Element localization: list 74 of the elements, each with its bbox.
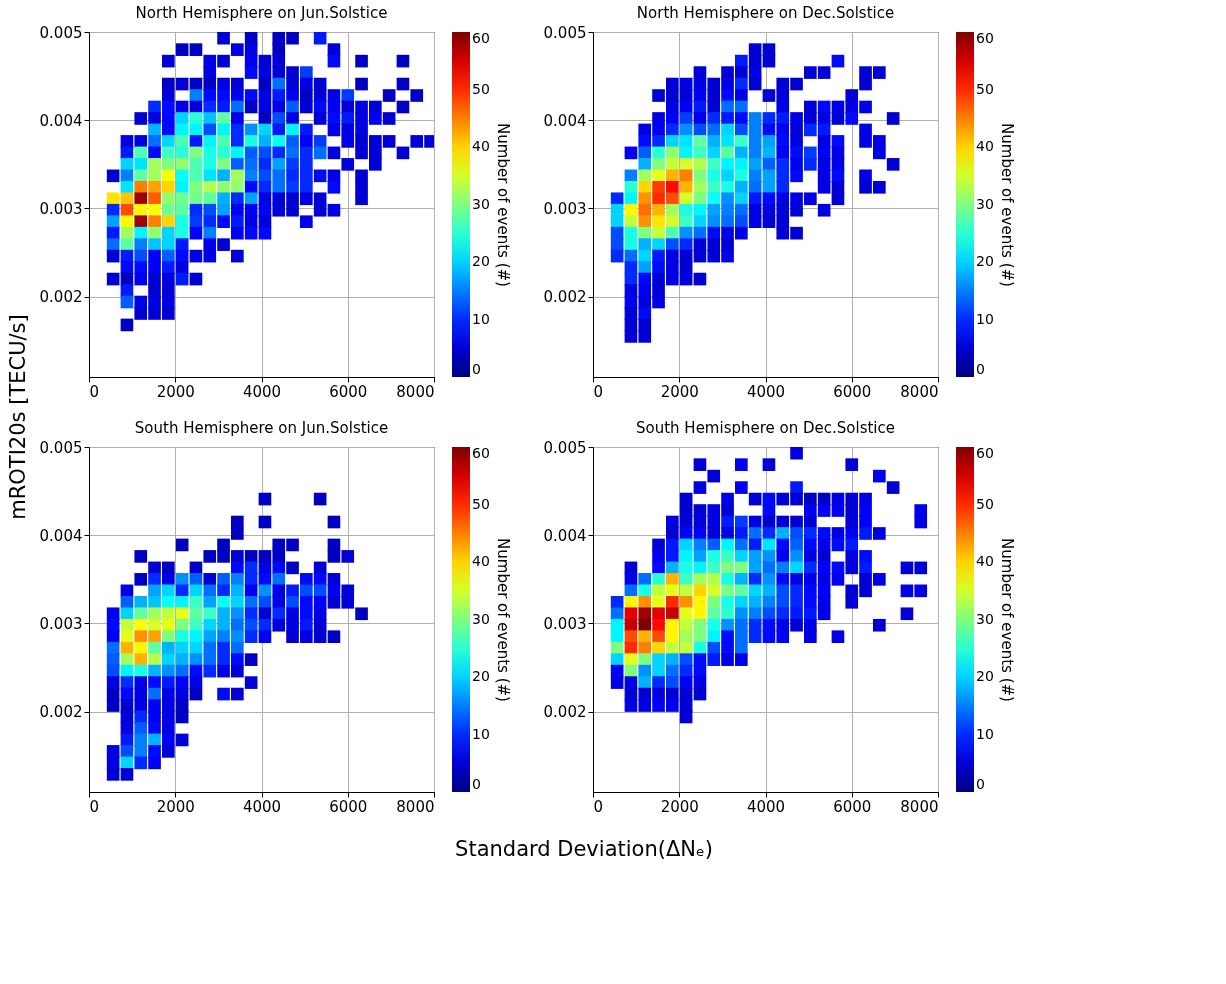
y-tick-label: 0.004 (543, 526, 587, 545)
y-tick-label: 0.004 (39, 526, 83, 545)
chart-title: South Hemisphere on Jun.Solstice (134, 419, 389, 437)
x-tick-label: 8000 (396, 797, 435, 816)
color-bar-label: 60 (472, 30, 490, 46)
y-tick-label: 0.003 (39, 199, 83, 218)
x-tick-label: 8000 (396, 382, 435, 401)
x-tick-label: 0 (89, 382, 100, 401)
color-bar-label: 10 (472, 725, 490, 742)
x-tick-label: 2000 (156, 382, 195, 401)
color-bar-label: 30 (976, 195, 994, 212)
color-bar-label: 0 (976, 776, 985, 792)
color-bar-label: 40 (472, 138, 490, 154)
color-bar-title: Number of events (#) (998, 123, 1016, 287)
color-bar-title: Number of events (#) (998, 538, 1016, 702)
x-tick-label: 2000 (660, 382, 699, 401)
x-tick-label: 6000 (329, 797, 368, 816)
color-bar-label: 50 (472, 495, 490, 512)
x-tick-label: 0 (89, 797, 100, 816)
color-bar-label: 0 (472, 776, 481, 792)
y-tick-label: 0.005 (543, 438, 587, 457)
color-bar-label: 40 (976, 553, 994, 569)
x-tick-label: 0 (593, 797, 604, 816)
x-tick-label: 4000 (746, 797, 786, 816)
y-tick-label: 0.003 (543, 614, 587, 633)
color-bar-label: 60 (472, 445, 490, 461)
color-bar-label: 10 (976, 725, 994, 742)
color-bar-label: 50 (472, 80, 490, 97)
x-tick-label: 2000 (660, 797, 699, 816)
color-bar-label: 50 (976, 495, 994, 512)
color-bar-label: 30 (472, 610, 490, 627)
color-bar-title: Number of events (#) (494, 123, 512, 287)
color-bar-label: 40 (976, 138, 994, 154)
x-axis-title: Standard Deviation(ΔNₑ) (455, 837, 713, 861)
color-bar-title: Number of events (#) (494, 538, 512, 702)
x-tick-label: 2000 (156, 797, 195, 816)
x-tick-label: 8000 (900, 797, 939, 816)
color-bar-label: 20 (976, 253, 994, 269)
x-tick-label: 6000 (833, 382, 872, 401)
color-bar-label: 0 (472, 361, 481, 377)
x-tick-label: 4000 (746, 382, 786, 401)
y-tick-label: 0.002 (39, 703, 83, 722)
color-bar-label: 20 (976, 668, 994, 684)
y-tick-label: 0.002 (543, 703, 587, 722)
y-tick-label: 0.003 (543, 199, 587, 218)
y-tick-label: 0.002 (543, 288, 587, 307)
color-bar-label: 50 (976, 80, 994, 97)
y-tick-label: 0.004 (39, 111, 83, 130)
x-tick-label: 8000 (900, 382, 939, 401)
x-tick-label: 6000 (329, 382, 368, 401)
chart-title: North Hemisphere on Dec.Solstice (636, 4, 895, 22)
chart-title: North Hemisphere on Jun.Solstice (135, 4, 388, 22)
x-tick-label: 4000 (242, 797, 282, 816)
y-tick-label: 0.005 (543, 23, 587, 42)
y-tick-label: 0.002 (39, 288, 83, 307)
chart-title: South Hemisphere on Dec.Solstice (635, 419, 896, 437)
color-bar-label: 20 (472, 668, 490, 684)
y-tick-label: 0.005 (39, 23, 83, 42)
y-axis-title: mROTI20s [TECU/s] (6, 314, 30, 520)
y-tick-label: 0.004 (543, 111, 587, 130)
color-bar-label: 30 (472, 195, 490, 212)
color-bar-label: 30 (976, 610, 994, 627)
x-tick-label: 4000 (242, 382, 282, 401)
color-bar-label: 20 (472, 253, 490, 269)
y-tick-label: 0.005 (39, 438, 83, 457)
x-tick-label: 0 (593, 382, 604, 401)
color-bar-label: 60 (976, 30, 994, 46)
color-bar-label: 40 (472, 553, 490, 569)
color-bar-label: 10 (472, 310, 490, 327)
color-bar-label: 60 (976, 445, 994, 461)
color-bar-label: 10 (976, 310, 994, 327)
y-tick-label: 0.003 (39, 614, 83, 633)
x-tick-label: 6000 (833, 797, 872, 816)
color-bar-label: 0 (976, 361, 985, 377)
